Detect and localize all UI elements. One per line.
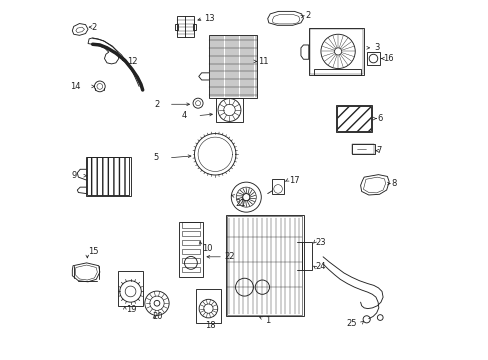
Text: 2: 2 (91, 23, 96, 32)
Text: 24: 24 (315, 262, 325, 271)
Text: 18: 18 (205, 320, 215, 329)
Bar (87, 157, 129, 195)
Text: 10: 10 (201, 244, 212, 253)
Text: 23: 23 (315, 238, 325, 247)
Text: 20: 20 (152, 312, 163, 321)
Text: 9: 9 (71, 171, 77, 180)
Text: 21: 21 (235, 199, 245, 208)
Text: 15: 15 (88, 247, 99, 256)
Text: 4: 4 (182, 111, 187, 120)
Bar (366, 53, 380, 65)
Bar (176, 17, 193, 37)
Bar (181, 222, 200, 228)
Text: 13: 13 (203, 14, 214, 23)
Bar (181, 231, 200, 237)
Bar (337, 107, 370, 131)
Text: 3: 3 (373, 43, 378, 52)
Text: 16: 16 (382, 54, 392, 63)
Bar (179, 222, 203, 277)
Text: 1: 1 (264, 315, 270, 324)
Text: 12: 12 (126, 57, 137, 66)
Text: 2: 2 (305, 11, 310, 20)
Bar (175, 23, 177, 30)
Bar (196, 289, 220, 323)
Bar (181, 240, 200, 246)
Bar (352, 144, 373, 154)
Bar (313, 69, 360, 75)
Bar (225, 215, 303, 316)
Bar (301, 242, 311, 270)
Text: 11: 11 (258, 57, 268, 66)
Bar (216, 98, 242, 122)
Bar (272, 179, 283, 194)
Bar (309, 29, 363, 74)
Bar (118, 271, 143, 306)
Bar (181, 267, 200, 272)
Text: 17: 17 (288, 176, 299, 185)
Text: 5: 5 (153, 153, 159, 162)
Bar (181, 258, 200, 263)
Bar (86, 157, 130, 196)
Bar (227, 216, 302, 315)
Text: 2: 2 (154, 100, 160, 109)
Bar (351, 144, 374, 154)
Text: 22: 22 (224, 252, 235, 261)
Text: 8: 8 (391, 179, 396, 188)
Bar (308, 28, 364, 75)
Text: 19: 19 (125, 305, 136, 314)
Bar (192, 23, 195, 30)
Text: 25: 25 (346, 319, 356, 328)
Bar (208, 35, 257, 98)
Bar (335, 105, 372, 132)
Bar (181, 249, 200, 254)
Text: 7: 7 (376, 146, 381, 155)
Text: 14: 14 (69, 82, 80, 91)
Text: 6: 6 (377, 114, 382, 123)
